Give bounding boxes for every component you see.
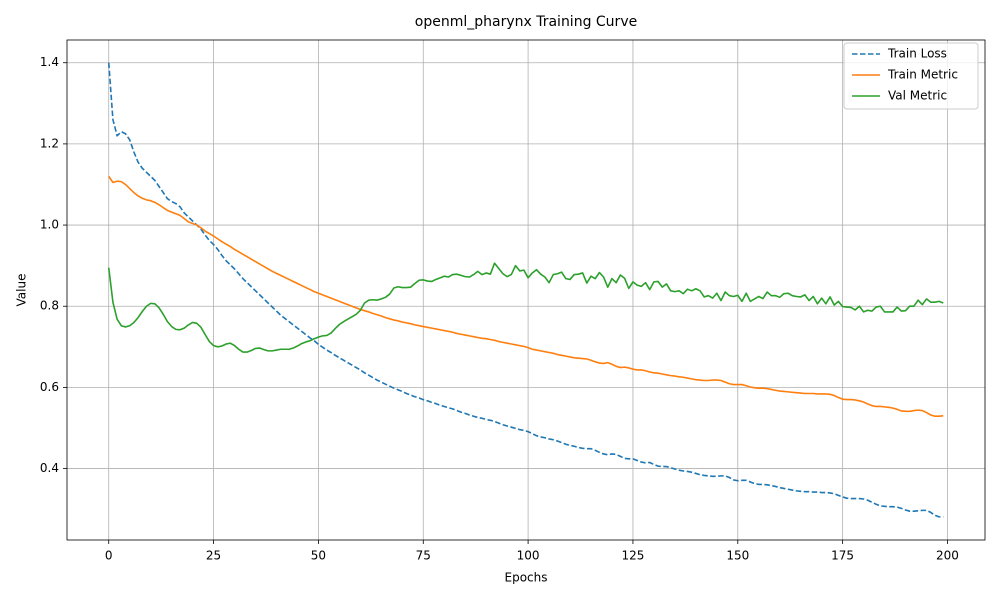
x-tick-label: 150 <box>726 549 749 563</box>
y-tick-label: 0.8 <box>40 299 59 313</box>
legend-label: Train Metric <box>887 68 958 82</box>
x-tick-label: 125 <box>621 549 644 563</box>
y-axis-label: Value <box>15 274 29 307</box>
chart-title: openml_pharynx Training Curve <box>415 14 637 30</box>
x-tick-label: 50 <box>311 549 326 563</box>
y-tick-label: 1.4 <box>40 55 59 69</box>
line-series <box>107 62 944 518</box>
legend-label: Train Loss <box>887 47 947 61</box>
legend-label: Val Metric <box>888 89 947 103</box>
legend-box <box>843 42 979 110</box>
x-tick-label: 175 <box>831 549 854 563</box>
x-tick-label: 25 <box>206 549 221 563</box>
line-series <box>108 175 944 418</box>
x-tick-label: 200 <box>936 549 959 563</box>
y-tick-label: 0.4 <box>40 461 59 475</box>
y-tick-label: 1.2 <box>40 136 59 150</box>
x-tick-label: 0 <box>105 549 113 563</box>
plot-frame <box>66 39 986 541</box>
x-axis-label: Epochs <box>505 571 548 585</box>
y-tick-label: 0.6 <box>40 380 59 394</box>
x-tick-label: 100 <box>517 549 540 563</box>
x-tick-label: 75 <box>416 549 431 563</box>
y-tick-label: 1.0 <box>40 218 59 232</box>
line-series <box>107 262 944 353</box>
